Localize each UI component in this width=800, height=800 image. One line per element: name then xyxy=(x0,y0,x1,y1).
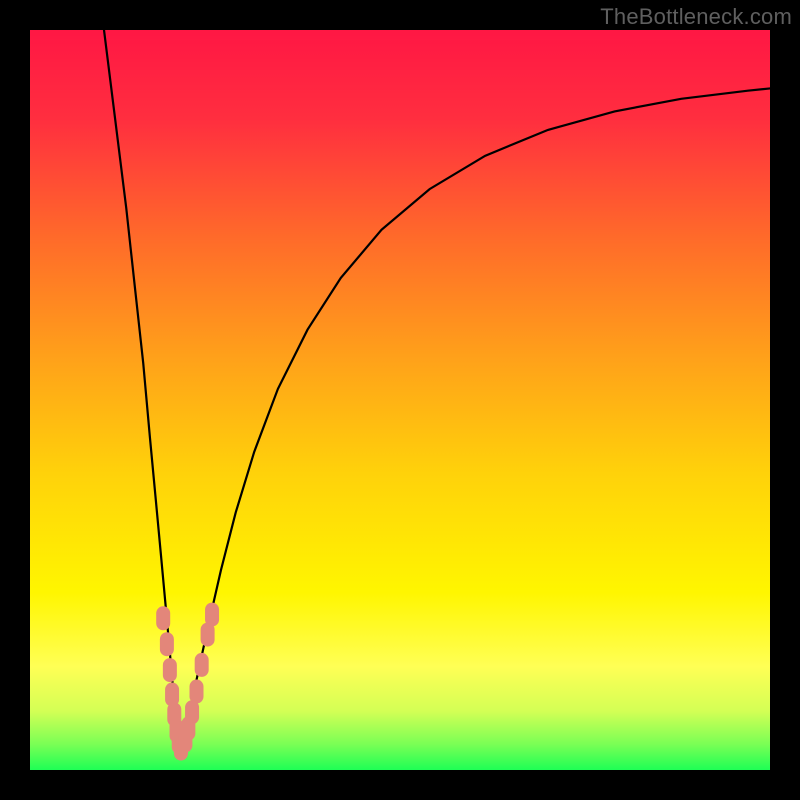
marker-dot xyxy=(195,653,209,677)
marker-dot xyxy=(160,632,174,656)
chart-svg xyxy=(0,0,800,800)
marker-dot xyxy=(163,658,177,682)
marker-dot xyxy=(205,603,219,627)
chart-stage: TheBottleneck.com xyxy=(0,0,800,800)
plot-area xyxy=(30,30,770,770)
marker-dot xyxy=(190,680,204,704)
marker-dot xyxy=(156,606,170,630)
marker-dot xyxy=(185,700,199,724)
